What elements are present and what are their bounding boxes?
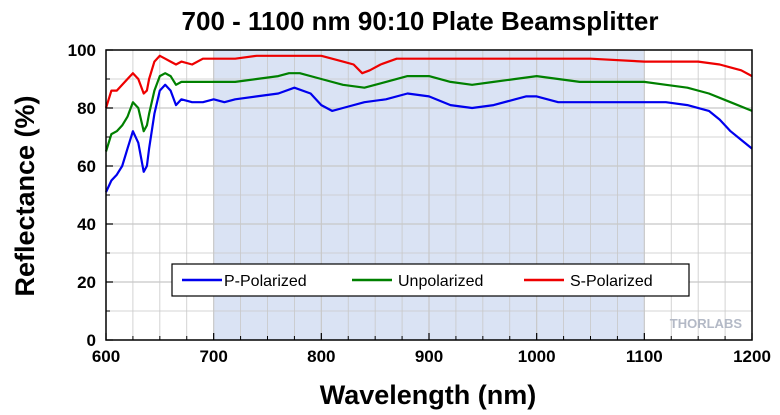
series-line-p-polarized: [105, 83, 753, 193]
y-tick-label: 80: [77, 99, 96, 118]
legend: P-Polarized Unpolarized S-Polarized: [171, 263, 690, 297]
x-tick-label: 1100: [626, 347, 663, 366]
x-axis-title: Wavelength (nm): [320, 380, 537, 410]
x-tick-label: 800: [307, 347, 335, 366]
x-tick-label: 900: [415, 347, 443, 366]
plot-area: 600 700 800 900 1000 1100 1200 0 20 40 60 80 100 P-Po…: [68, 41, 771, 366]
x-tick-label: 1000: [518, 347, 556, 366]
legend-label: S-Polarized: [570, 273, 653, 290]
x-tick-label: 700: [199, 347, 227, 366]
y-tick-label: 60: [77, 157, 96, 176]
y-tick-label: 20: [77, 273, 96, 292]
y-axis-title: Reflectance (%): [10, 95, 40, 296]
chart-title: 700 - 1100 nm 90:10 Plate Beamsplitter: [182, 6, 659, 36]
y-tick-label: 100: [68, 41, 96, 60]
thorlabs-watermark: THORLABS: [670, 316, 743, 331]
y-tick-label: 40: [77, 215, 96, 234]
series-line-s-polarized: [104, 54, 753, 109]
legend-label: P-Polarized: [224, 273, 307, 290]
y-tick-label: 0: [87, 331, 96, 350]
legend-label: Unpolarized: [398, 273, 483, 290]
x-tick-label: 1200: [733, 347, 771, 366]
series-line-unpolarized: [104, 72, 753, 152]
x-tick-label: 600: [92, 347, 120, 366]
legend-box: [171, 263, 690, 297]
